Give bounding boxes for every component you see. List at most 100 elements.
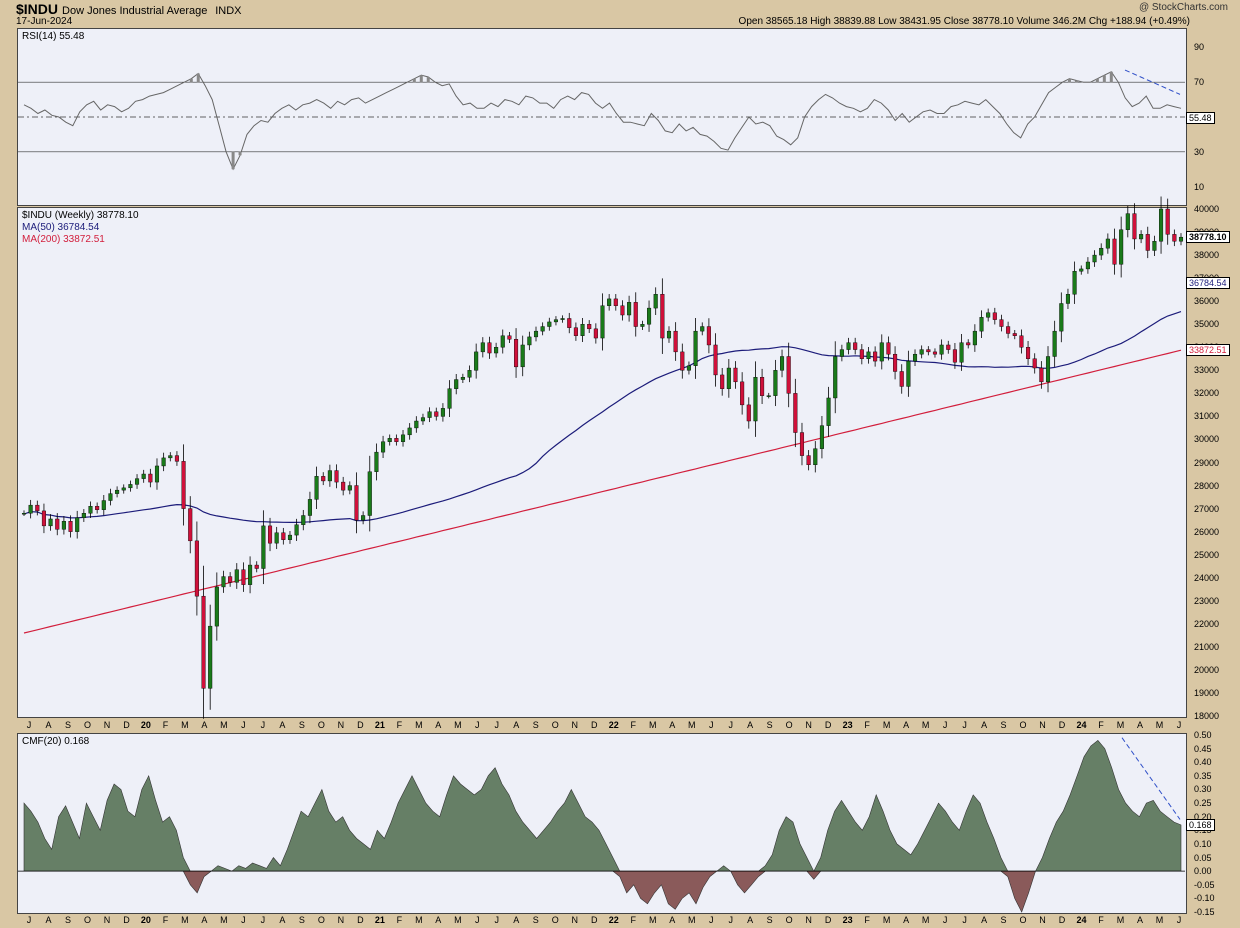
x-tick-label: S xyxy=(64,720,71,730)
x-tick-label: A xyxy=(279,915,286,925)
price-candle xyxy=(1145,234,1150,251)
price-candle xyxy=(301,515,306,525)
x-tick-label: J xyxy=(962,915,967,925)
x-tick-label: O xyxy=(551,720,559,730)
rsi-line xyxy=(23,71,1182,171)
price-candle xyxy=(1165,208,1170,235)
x-tick-label: M xyxy=(454,720,462,730)
x-tick-label: F xyxy=(162,720,169,730)
price-candle xyxy=(48,518,53,527)
price-candle xyxy=(267,525,273,544)
price-candle xyxy=(174,455,179,462)
x-tick-label: J xyxy=(26,915,32,925)
price-candle xyxy=(41,510,46,527)
price-candle xyxy=(494,347,499,354)
x-tick-label: D xyxy=(824,915,832,925)
price-candle xyxy=(154,465,160,483)
price-candle xyxy=(726,367,731,389)
price-candle xyxy=(1178,236,1184,242)
price-legend: $INDU (Weekly) 38778.10 xyxy=(22,210,139,221)
price-candle xyxy=(95,506,100,510)
x-tick-label: F xyxy=(1098,720,1104,730)
price-candle xyxy=(653,294,658,309)
cmf-tick-label: -0.15 xyxy=(1194,907,1215,917)
x-tick-label: M xyxy=(648,720,657,730)
price-candle xyxy=(773,370,778,396)
price-candle xyxy=(274,532,279,544)
price-candle xyxy=(440,408,445,417)
price-candle xyxy=(201,595,206,689)
x-tick-label: A xyxy=(45,720,52,730)
x-tick-label: S xyxy=(1000,720,1007,730)
x-tick-label: F xyxy=(864,915,870,925)
x-tick-label: D xyxy=(357,720,364,730)
price-candle xyxy=(1139,234,1144,240)
price-tick-label: 30000 xyxy=(1194,434,1220,445)
x-tick-label: J xyxy=(962,720,967,730)
x-tick-label: N xyxy=(1039,720,1046,730)
price-candle xyxy=(806,455,811,466)
price-candle xyxy=(287,534,293,540)
price-candle xyxy=(799,432,805,456)
price-candle xyxy=(75,517,80,532)
price-candle xyxy=(547,321,552,327)
price-candle xyxy=(194,540,199,597)
price-candle xyxy=(886,342,891,355)
x-tick-label: M xyxy=(1155,720,1164,730)
cmf-tick-label: 0.05 xyxy=(1194,852,1212,863)
price-candle xyxy=(527,336,532,346)
ma200-legend: MA(200) 33872.51 xyxy=(22,234,105,245)
price-candle xyxy=(753,377,758,422)
price-candle xyxy=(666,330,672,339)
price-candle xyxy=(28,504,33,514)
price-candle xyxy=(241,569,246,585)
x-tick-label: 21 xyxy=(374,915,385,925)
price-candle xyxy=(686,365,691,371)
price-candle xyxy=(839,349,844,357)
price-candle xyxy=(354,485,359,521)
x-tick-label: J xyxy=(494,720,500,730)
ma50-tag: 36784.54 xyxy=(1186,277,1230,290)
x-tick-label: M xyxy=(181,915,189,925)
x-tick-label: O xyxy=(317,915,325,925)
price-candle xyxy=(873,351,878,362)
x-tick-label: S xyxy=(766,720,773,730)
price-candle xyxy=(952,349,957,363)
x-tick-label: A xyxy=(435,915,442,925)
price-candle xyxy=(400,434,406,442)
x-tick-label: 23 xyxy=(842,720,853,730)
x-tick-label: N xyxy=(571,720,579,730)
cmf-tick-label: 0.35 xyxy=(1194,770,1212,781)
x-tick-label: A xyxy=(747,720,754,730)
price-tick-label: 23000 xyxy=(1194,595,1220,606)
rsi-tick-label: 70 xyxy=(1194,77,1205,88)
x-tick-label: D xyxy=(591,720,598,730)
price-candle xyxy=(135,478,140,485)
price-candle xyxy=(347,485,352,491)
price-candle xyxy=(627,302,632,316)
cmf-tick-label: -0.10 xyxy=(1194,893,1215,904)
price-candle xyxy=(567,318,572,328)
cmf-tick-label: 0.20 xyxy=(1194,811,1212,822)
price-candle xyxy=(640,324,645,327)
x-tick-label: F xyxy=(1098,915,1104,925)
price-candle xyxy=(108,493,113,501)
cmf-tick-label: 0.25 xyxy=(1194,798,1212,809)
cmf-tick-label: 0.45 xyxy=(1194,743,1212,754)
x-tick-label: M xyxy=(220,720,228,730)
price-candle xyxy=(1092,254,1097,263)
x-tick-label: M xyxy=(1116,915,1125,925)
x-tick-label: M xyxy=(648,915,657,925)
ma50-line xyxy=(23,311,1182,523)
price-candle xyxy=(121,487,126,491)
price-candle xyxy=(407,427,412,436)
price-candle xyxy=(813,448,818,466)
price-candle xyxy=(361,515,366,521)
x-tick-label: A xyxy=(513,720,520,730)
chart-title: $INDU Dow Jones Industrial Average INDX xyxy=(16,1,242,17)
price-candle xyxy=(1172,234,1177,242)
price-candle xyxy=(573,327,578,336)
x-tick-label: 20 xyxy=(140,720,151,730)
price-candle xyxy=(600,305,605,339)
price-candle xyxy=(1019,335,1024,348)
